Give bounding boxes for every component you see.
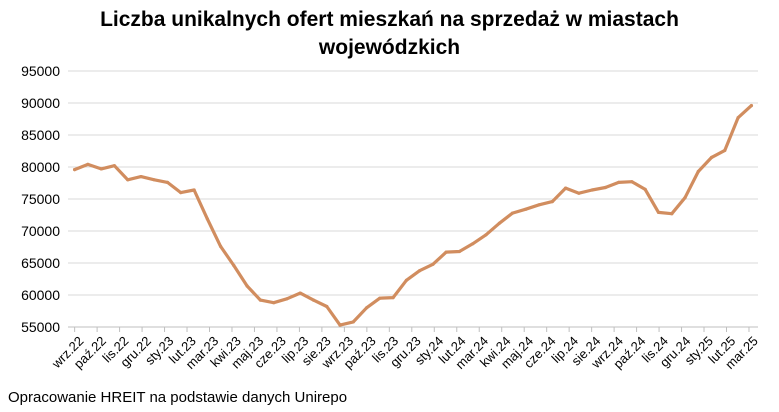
data-point bbox=[710, 155, 714, 159]
data-point bbox=[258, 298, 262, 302]
data-point bbox=[510, 211, 515, 215]
data-point bbox=[457, 249, 461, 254]
y-tick-label: 65000 bbox=[21, 255, 60, 271]
data-point bbox=[683, 196, 687, 200]
data-point bbox=[232, 264, 236, 268]
data-point bbox=[311, 298, 316, 302]
data-point bbox=[723, 148, 727, 152]
data-point bbox=[471, 242, 475, 246]
data-point bbox=[736, 116, 740, 120]
chart-title-line-2: wojewódzkich bbox=[318, 36, 461, 59]
data-point bbox=[86, 162, 90, 166]
y-tick-label: 85000 bbox=[21, 127, 60, 143]
data-point bbox=[418, 269, 422, 273]
data-point bbox=[179, 191, 183, 195]
data-point bbox=[272, 301, 276, 305]
y-tick-label: 60000 bbox=[21, 287, 60, 303]
data-point bbox=[643, 187, 647, 191]
data-point bbox=[192, 188, 196, 192]
data-point bbox=[165, 180, 170, 184]
data-point bbox=[577, 191, 581, 195]
data-point bbox=[603, 185, 608, 190]
data-point bbox=[537, 203, 541, 207]
y-axis: 95000 90000 85000 80000 75000 70000 65000 60000… bbox=[21, 63, 60, 335]
data-point bbox=[205, 217, 209, 221]
data-point bbox=[656, 210, 661, 214]
y-tick-label: 70000 bbox=[21, 223, 60, 239]
data-point bbox=[391, 296, 395, 300]
x-axis: wrz.22paź.22lis.22gru.22sty.23lut.23mar.… bbox=[48, 326, 761, 372]
data-point bbox=[99, 167, 103, 171]
data-point bbox=[617, 180, 621, 184]
data-point bbox=[351, 320, 355, 324]
y-tick-label: 80000 bbox=[21, 159, 60, 175]
data-point bbox=[298, 291, 302, 295]
data-point bbox=[285, 297, 289, 301]
data-point bbox=[497, 221, 501, 225]
data-point bbox=[219, 244, 223, 248]
data-point bbox=[112, 164, 116, 168]
data-point bbox=[325, 304, 329, 309]
gridlines bbox=[68, 70, 758, 296]
data-point bbox=[73, 168, 77, 172]
data-point bbox=[404, 278, 408, 282]
data-point bbox=[365, 306, 369, 310]
data-point bbox=[152, 178, 156, 182]
data-point bbox=[590, 188, 594, 192]
data-point bbox=[749, 104, 754, 108]
data-point bbox=[484, 233, 488, 237]
source-note: Opracowanie HREIT na podstawie danych Un… bbox=[8, 389, 348, 406]
data-point bbox=[564, 186, 568, 190]
y-tick-label: 75000 bbox=[21, 191, 60, 207]
chart-title-line-1: Liczba unikalnych ofert mieszkań na sprz… bbox=[100, 8, 679, 31]
data-point bbox=[670, 212, 674, 216]
data-point bbox=[630, 180, 634, 184]
y-tick-label: 55000 bbox=[21, 319, 60, 335]
y-tick-label: 90000 bbox=[21, 95, 60, 111]
data-point bbox=[338, 323, 342, 327]
series-line bbox=[72, 103, 754, 327]
y-tick-label: 95000 bbox=[21, 63, 60, 79]
data-point bbox=[550, 200, 554, 204]
series-group bbox=[72, 103, 754, 327]
data-point bbox=[126, 178, 130, 182]
data-point bbox=[444, 250, 448, 254]
data-point bbox=[431, 262, 435, 266]
data-point bbox=[139, 175, 143, 179]
data-point bbox=[245, 284, 249, 288]
data-point bbox=[378, 296, 382, 300]
data-point bbox=[524, 207, 528, 211]
chart-title: Liczba unikalnych ofert mieszkań na sprz… bbox=[0, 6, 779, 62]
data-point bbox=[696, 169, 700, 174]
